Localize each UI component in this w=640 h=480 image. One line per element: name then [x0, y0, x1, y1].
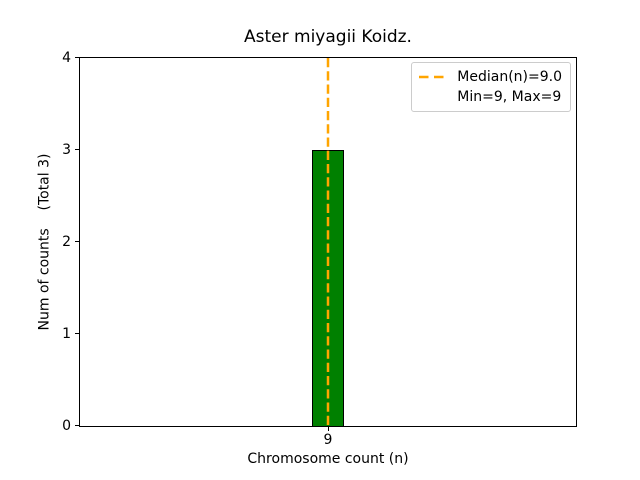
y-tick-label-3: 3	[62, 142, 71, 158]
x-tick-label-9: 9	[323, 432, 333, 448]
y-tick-label-1: 1	[62, 326, 71, 342]
y-tick-mark-1	[75, 333, 79, 334]
dashed-line-icon	[419, 75, 450, 79]
x-axis-label: Chromosome count (n)	[247, 451, 409, 467]
y-tick-label-2: 2	[62, 234, 71, 250]
x-tick-mark-9	[327, 427, 329, 431]
legend: Median(n)=9.0 Min=9, Max=9	[411, 62, 571, 112]
plot-area: Median(n)=9.0 Min=9, Max=9	[79, 57, 577, 427]
chart-title: Aster miyagii Koidz.	[244, 27, 412, 47]
legend-label-median: Median(n)=9.0	[457, 69, 562, 85]
y-axis-label: Num of counts (Total 3)	[36, 153, 53, 331]
legend-row-minmax: Min=9, Max=9	[419, 89, 562, 105]
y-tick-mark-2	[75, 241, 79, 242]
y-tick-label-0: 0	[62, 418, 71, 434]
legend-label-minmax: Min=9, Max=9	[457, 89, 562, 105]
y-tick-mark-0	[75, 425, 79, 426]
y-tick-mark-4	[75, 57, 79, 58]
y-tick-label-4: 4	[62, 50, 71, 66]
median-line	[326, 58, 330, 426]
y-tick-mark-3	[75, 149, 79, 150]
empty-handle	[419, 92, 449, 102]
legend-row-median: Median(n)=9.0	[419, 69, 562, 85]
